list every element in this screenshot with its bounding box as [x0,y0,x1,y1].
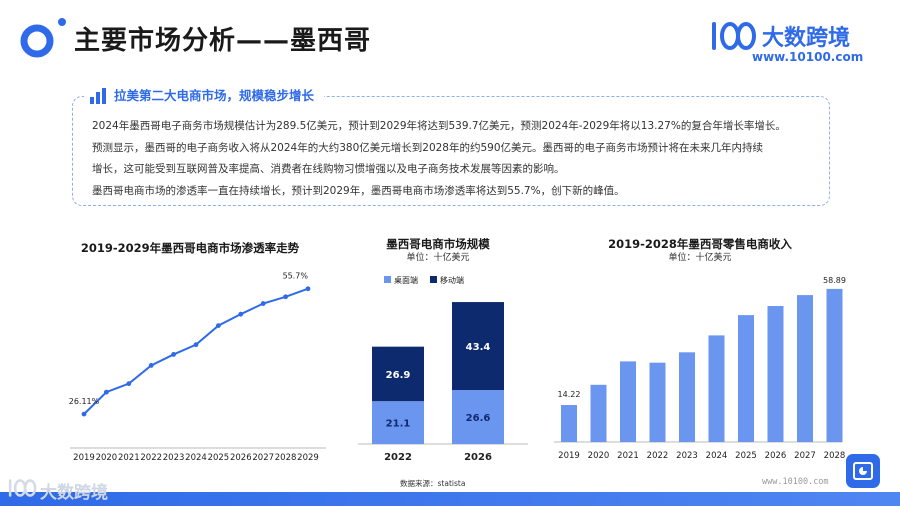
brand-logo-icon [712,22,756,50]
summary-text: 2024年墨西哥电子商务市场规模估计为289.5亿美元，预计到2029年将达到5… [92,116,822,202]
penetration-line-chart: 2019 2020 2021 2022 2023 2024 2025 2026 2027 2028… [69,272,326,463]
chart-icon-button[interactable] [846,454,880,488]
data-label-last: 55.7% [283,272,309,281]
x-tick-label: 2019 [558,451,580,461]
summary-tag: 拉美第二大电商市场，规模稳步增长 [84,84,325,108]
chart-subtitle-retail-revenue: 单位：十亿美元 [668,253,732,263]
line-point [126,381,132,387]
line-point [305,286,311,292]
chart-title-retail-revenue: 2019-2028年墨西哥零售电商收入 [608,237,792,251]
title-ring-icon [20,24,54,58]
footer-brand: 大数跨境 [40,483,108,503]
x-tick-label: 2027 [252,453,274,463]
brand-name: 大数跨境 [762,26,851,51]
revenue-bar [708,335,725,442]
chart-title-penetration: 2019-2029年墨西哥电商市场渗透率走势 [80,241,300,255]
summary-box [72,96,830,206]
page-title: 主要市场分析——墨西哥 [74,26,372,56]
x-tick-label: 2029 [297,453,319,463]
stacked-bar-segment [372,346,424,402]
market-size-stacked-chart: 桌面端 移动端 21.1 26.9 2022 26.6 43.4 2026 [358,275,528,463]
summary-line: 预测显示，墨西哥的电子商务收入将从2024年的大约380亿美元增长到2028年的… [92,141,764,154]
data-label-first: 14.22 [558,390,581,399]
stacked-bar-segment [452,302,504,391]
legend-label: 桌面端 [394,275,418,285]
x-tick-label: 2025 [208,453,230,463]
chart-title-market-size: 墨西哥电商市场规模 [386,237,490,251]
legend-swatch [430,276,437,283]
data-label-first: 26.11% [69,397,100,406]
legend-label: 移动端 [440,275,464,285]
stacked-bar-segment [372,401,424,444]
revenue-bar [649,362,666,442]
revenue-bar [826,288,843,442]
x-tick-label: 2026 [464,452,492,463]
chart-subtitle-market-size: 单位：十亿美元 [406,253,470,263]
pie-chart-icon [853,462,873,480]
footer-band [0,492,900,506]
data-source: 数据来源：statista [400,479,466,488]
title-dot-icon [58,18,66,26]
summary-heading: 拉美第二大电商市场，规模稳步增长 [114,88,315,103]
x-tick-label: 2027 [794,451,816,461]
line-point [148,363,154,368]
revenue-bar [590,384,607,442]
x-tick-label: 2023 [163,453,185,463]
x-tick-label: 2023 [676,451,698,461]
line-point [81,411,87,417]
brand-url[interactable]: www.10100.com [752,50,864,64]
x-tick-label: 2020 [96,453,118,463]
x-tick-label: 2026 [230,453,252,463]
bar-chart-icon [90,88,108,104]
brand-logo: 大数跨境 www.10100.com [708,14,878,68]
x-tick-label: 2028 [275,453,297,463]
x-tick-label: 2021 [617,451,639,461]
x-tick-label: 2019 [73,453,95,463]
bar-value-label: 21.1 [386,419,411,430]
summary-line: 2024年墨西哥电子商务市场规模估计为289.5亿美元，预计到2029年将达到5… [92,120,786,132]
line-point [238,311,244,317]
bar-value-label: 26.9 [386,370,411,381]
x-tick-label: 2026 [765,451,787,461]
x-tick-label: 2022 [647,451,669,461]
revenue-bar [767,306,784,442]
stacked-bar-segment [452,390,504,444]
footer-logo-icon [8,479,37,497]
penetration-line [83,287,309,415]
line-point [260,301,266,306]
retail-revenue-bar-chart: 2019 2020 2021 2022 2023 2024 2025 2026 2027 2028… [554,276,846,461]
x-tick-label: 2022 [140,453,162,463]
data-label-last: 58.89 [823,276,846,285]
x-tick-label: 2024 [185,453,207,463]
revenue-bar [738,315,754,442]
bar-value-label: 43.4 [466,342,491,353]
line-point [216,323,221,329]
line-point [193,342,199,348]
x-tick-label: 2024 [706,451,728,461]
summary-line: 墨西哥电商市场的渗透率一直在持续增长，预计到2029年，墨西哥电商市场渗透率将达… [92,184,625,197]
bar-value-label: 26.6 [466,413,491,424]
line-point [283,294,288,300]
legend-swatch [384,276,391,283]
line-point [171,352,176,357]
x-tick-label: 2021 [118,453,140,463]
revenue-bar [561,405,577,442]
x-tick-label: 2028 [824,451,846,461]
line-point [104,389,109,395]
revenue-bar [620,361,636,442]
x-tick-label: 2025 [735,451,757,461]
revenue-bar [679,352,695,442]
x-tick-label: 2020 [588,451,610,461]
summary-line: 增长，这可能受到互联网普及率提高、消费者在线购物习惯增强以及电子商务技术发展等因… [92,163,565,175]
footer-url[interactable]: www.10100.com [762,477,829,487]
x-tick-label: 2022 [384,452,412,463]
revenue-bar [797,295,813,442]
